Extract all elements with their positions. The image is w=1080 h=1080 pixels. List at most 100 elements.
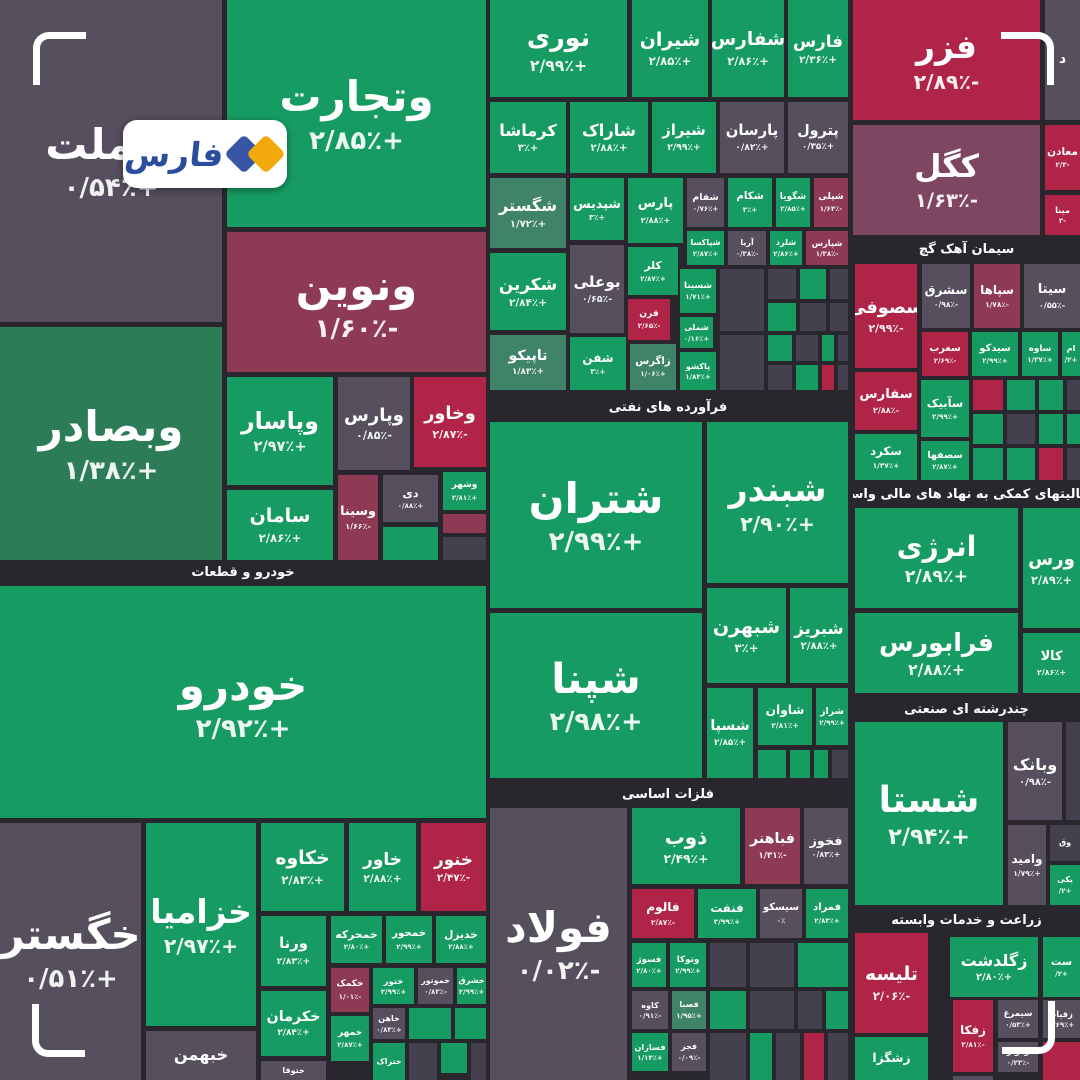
stock-tile[interactable]: شیران +۲/۸۵٪ — [632, 0, 708, 97]
filler-tile[interactable] — [455, 1008, 486, 1039]
stock-tile[interactable]: خمهر +۲/۸۷٪ — [331, 1016, 369, 1061]
stock-tile[interactable]: وپاسار +۲/۹۷٪ — [227, 377, 333, 485]
stock-tile[interactable]: وامید +۱/۷۹٪ — [1008, 825, 1046, 905]
stock-tile[interactable]: سیتا -۰/۵۵٪ — [1024, 264, 1080, 328]
stock-tile[interactable]: سآبیک +۲/۹۹٪ — [921, 380, 969, 437]
filler-tile[interactable] — [973, 414, 1003, 444]
stock-tile[interactable]: کگل -۱/۶۳٪ — [853, 125, 1040, 235]
fars-news-logo[interactable]: فارس — [123, 120, 287, 188]
stock-tile[interactable]: ساوه +۱/۳۷٪ — [1022, 332, 1058, 376]
filler-tile[interactable] — [1067, 414, 1080, 444]
stock-tile[interactable]: شاوان +۲/۸۱٪ — [758, 688, 812, 745]
filler-tile[interactable] — [838, 365, 848, 390]
filler-tile[interactable] — [798, 943, 848, 987]
stock-tile[interactable]: شسینا +۱/۷۱٪ — [680, 269, 716, 313]
filler-tile[interactable] — [814, 750, 828, 778]
filler-tile[interactable] — [838, 335, 848, 361]
stock-tile[interactable]: یکی +۲/ — [1050, 865, 1080, 905]
filler-tile[interactable] — [710, 1033, 746, 1080]
stock-tile[interactable]: فمراد +۲/۸۳٪ — [806, 889, 848, 938]
stock-tile[interactable]: سشرق -۰/۹۸٪ — [922, 264, 970, 328]
filler-tile[interactable] — [828, 1033, 848, 1080]
stock-tile[interactable]: وپارس -۰/۸۵٪ — [338, 377, 410, 470]
filler-tile[interactable] — [471, 1043, 486, 1080]
stock-tile[interactable]: شگستر +۱/۷۲٪ — [490, 178, 566, 248]
filler-tile[interactable] — [750, 943, 794, 987]
stock-tile[interactable]: شسپا +۲/۸۵٪ — [707, 688, 753, 778]
stock-tile[interactable]: سیمرغ +۰/۵۳٪ — [998, 1000, 1038, 1038]
stock-tile[interactable]: ختوقا — [261, 1061, 326, 1080]
stock-tile[interactable]: کلر +۲/۸۷٪ — [628, 247, 678, 295]
stock-tile[interactable]: فخوز +۰/۸۳٪ — [804, 808, 848, 884]
stock-tile[interactable]: زشگزا — [855, 1037, 928, 1080]
filler-tile[interactable] — [443, 537, 486, 560]
stock-tile[interactable]: شیراز +۲/۹۹٪ — [652, 102, 716, 173]
stock-tile[interactable]: خمحرکه +۲/۸۰٪ — [331, 916, 382, 963]
filler-tile[interactable] — [1066, 722, 1080, 820]
stock-tile[interactable]: فزر -۲/۸۹٪ — [853, 0, 1040, 120]
filler-tile[interactable] — [822, 335, 834, 361]
stock-tile[interactable]: ورنا +۲/۸۳٪ — [261, 916, 326, 986]
stock-tile[interactable]: زفکا -۲/۸۱٪ — [953, 1000, 993, 1072]
stock-tile[interactable]: شفام +۰/۷۶٪ — [687, 178, 724, 227]
filler-tile[interactable] — [832, 750, 848, 778]
stock-tile[interactable]: سیسکو ۰٪ — [760, 889, 802, 938]
stock-tile[interactable]: وبانک -۰/۹۸٪ — [1008, 722, 1062, 820]
stock-tile[interactable]: سفارس -۲/۸۸٪ — [855, 372, 917, 430]
stock-tile[interactable]: شپنا +۲/۹۸٪ — [490, 613, 702, 778]
stock-tile[interactable]: زاگرس +۱/۰۶٪ — [630, 344, 676, 390]
filler-tile[interactable] — [830, 303, 848, 331]
stock-tile[interactable]: دی +۰/۸۸٪ — [383, 475, 438, 522]
stock-tile[interactable]: شپلی -۱/۶۴٪ — [814, 178, 848, 227]
filler-tile[interactable] — [826, 991, 848, 1029]
filler-tile[interactable] — [710, 943, 746, 987]
stock-tile[interactable]: شگویا +۲/۸۵٪ — [776, 178, 810, 227]
filler-tile[interactable] — [441, 1043, 467, 1073]
filler-tile[interactable] — [830, 269, 848, 299]
stock-tile[interactable]: ونوین -۱/۶۰٪ — [227, 232, 486, 372]
filler-tile[interactable] — [822, 365, 834, 390]
filler-tile[interactable] — [768, 269, 796, 299]
filler-tile[interactable] — [973, 448, 1003, 480]
stock-tile[interactable]: ختور +۲/۹۹٪ — [373, 968, 414, 1004]
stock-tile[interactable]: خبهمن — [146, 1031, 256, 1080]
stock-tile[interactable]: شکام +۳٪ — [728, 178, 772, 227]
stock-tile[interactable]: فنفت +۲/۹۹٪ — [698, 889, 756, 938]
stock-tile[interactable]: سصوفی -۲/۹۹٪ — [855, 264, 917, 368]
filler-tile[interactable] — [768, 335, 792, 361]
filler-tile[interactable] — [768, 365, 792, 390]
stock-tile[interactable]: کرماشا +۳٪ — [490, 102, 566, 173]
filler-tile[interactable] — [796, 365, 818, 390]
stock-tile[interactable]: فصبا +۱/۹۵٪ — [672, 991, 706, 1029]
filler-tile[interactable] — [800, 303, 826, 331]
filler-tile[interactable] — [443, 514, 486, 533]
stock-tile[interactable]: زگلدشت +۲/۸۰٪ — [950, 937, 1038, 997]
stock-tile[interactable]: شتران +۲/۹۹٪ — [490, 422, 702, 608]
stock-tile[interactable]: شبندر +۲/۹۰٪ — [707, 422, 848, 583]
stock-tile[interactable]: سامان +۲/۸۶٪ — [227, 490, 333, 560]
stock-tile[interactable]: ورس +۲/۸۹٪ — [1023, 508, 1080, 628]
filler-tile[interactable] — [1067, 448, 1080, 480]
filler-tile[interactable] — [768, 303, 796, 331]
filler-tile[interactable] — [796, 335, 818, 361]
stock-tile[interactable]: وتوکا +۲/۹۹٪ — [670, 943, 706, 987]
filler-tile[interactable] — [804, 1033, 824, 1080]
stock-tile[interactable]: فسوژ +۲/۸۰٪ — [632, 943, 666, 987]
stock-tile[interactable]: ذوب +۲/۴۹٪ — [632, 808, 740, 884]
stock-tile[interactable]: شپارس -۱/۳۸٪ — [806, 231, 848, 265]
stock-tile[interactable]: کاوه -۰/۹۱٪ — [632, 991, 668, 1029]
stock-tile[interactable]: شفن +۳٪ — [570, 337, 626, 390]
stock-tile[interactable]: پاکشو +۱/۸۴٪ — [680, 352, 716, 390]
stock-tile[interactable]: سصفها +۲/۸۷٪ — [921, 441, 969, 480]
filler-tile[interactable] — [750, 991, 794, 1029]
filler-tile[interactable] — [750, 1033, 772, 1080]
stock-tile[interactable]: وبصادر +۱/۳۸٪ — [0, 327, 222, 560]
stock-tile[interactable]: خکمک -۱/۰۱٪ — [331, 968, 369, 1012]
stock-tile[interactable]: تلیسه -۲/۰۶٪ — [855, 933, 928, 1033]
stock-tile[interactable]: خودرو +۲/۹۲٪ — [0, 586, 486, 818]
stock-tile[interactable]: وشهر +۲/۸۱٪ — [443, 472, 486, 510]
filler-tile[interactable] — [973, 380, 1003, 410]
stock-tile[interactable]: فولاد -۰/۰۲٪ — [490, 808, 627, 1080]
filler-tile[interactable] — [1039, 448, 1063, 480]
stock-tile[interactable]: خمحور +۲/۹۹٪ — [386, 916, 432, 963]
